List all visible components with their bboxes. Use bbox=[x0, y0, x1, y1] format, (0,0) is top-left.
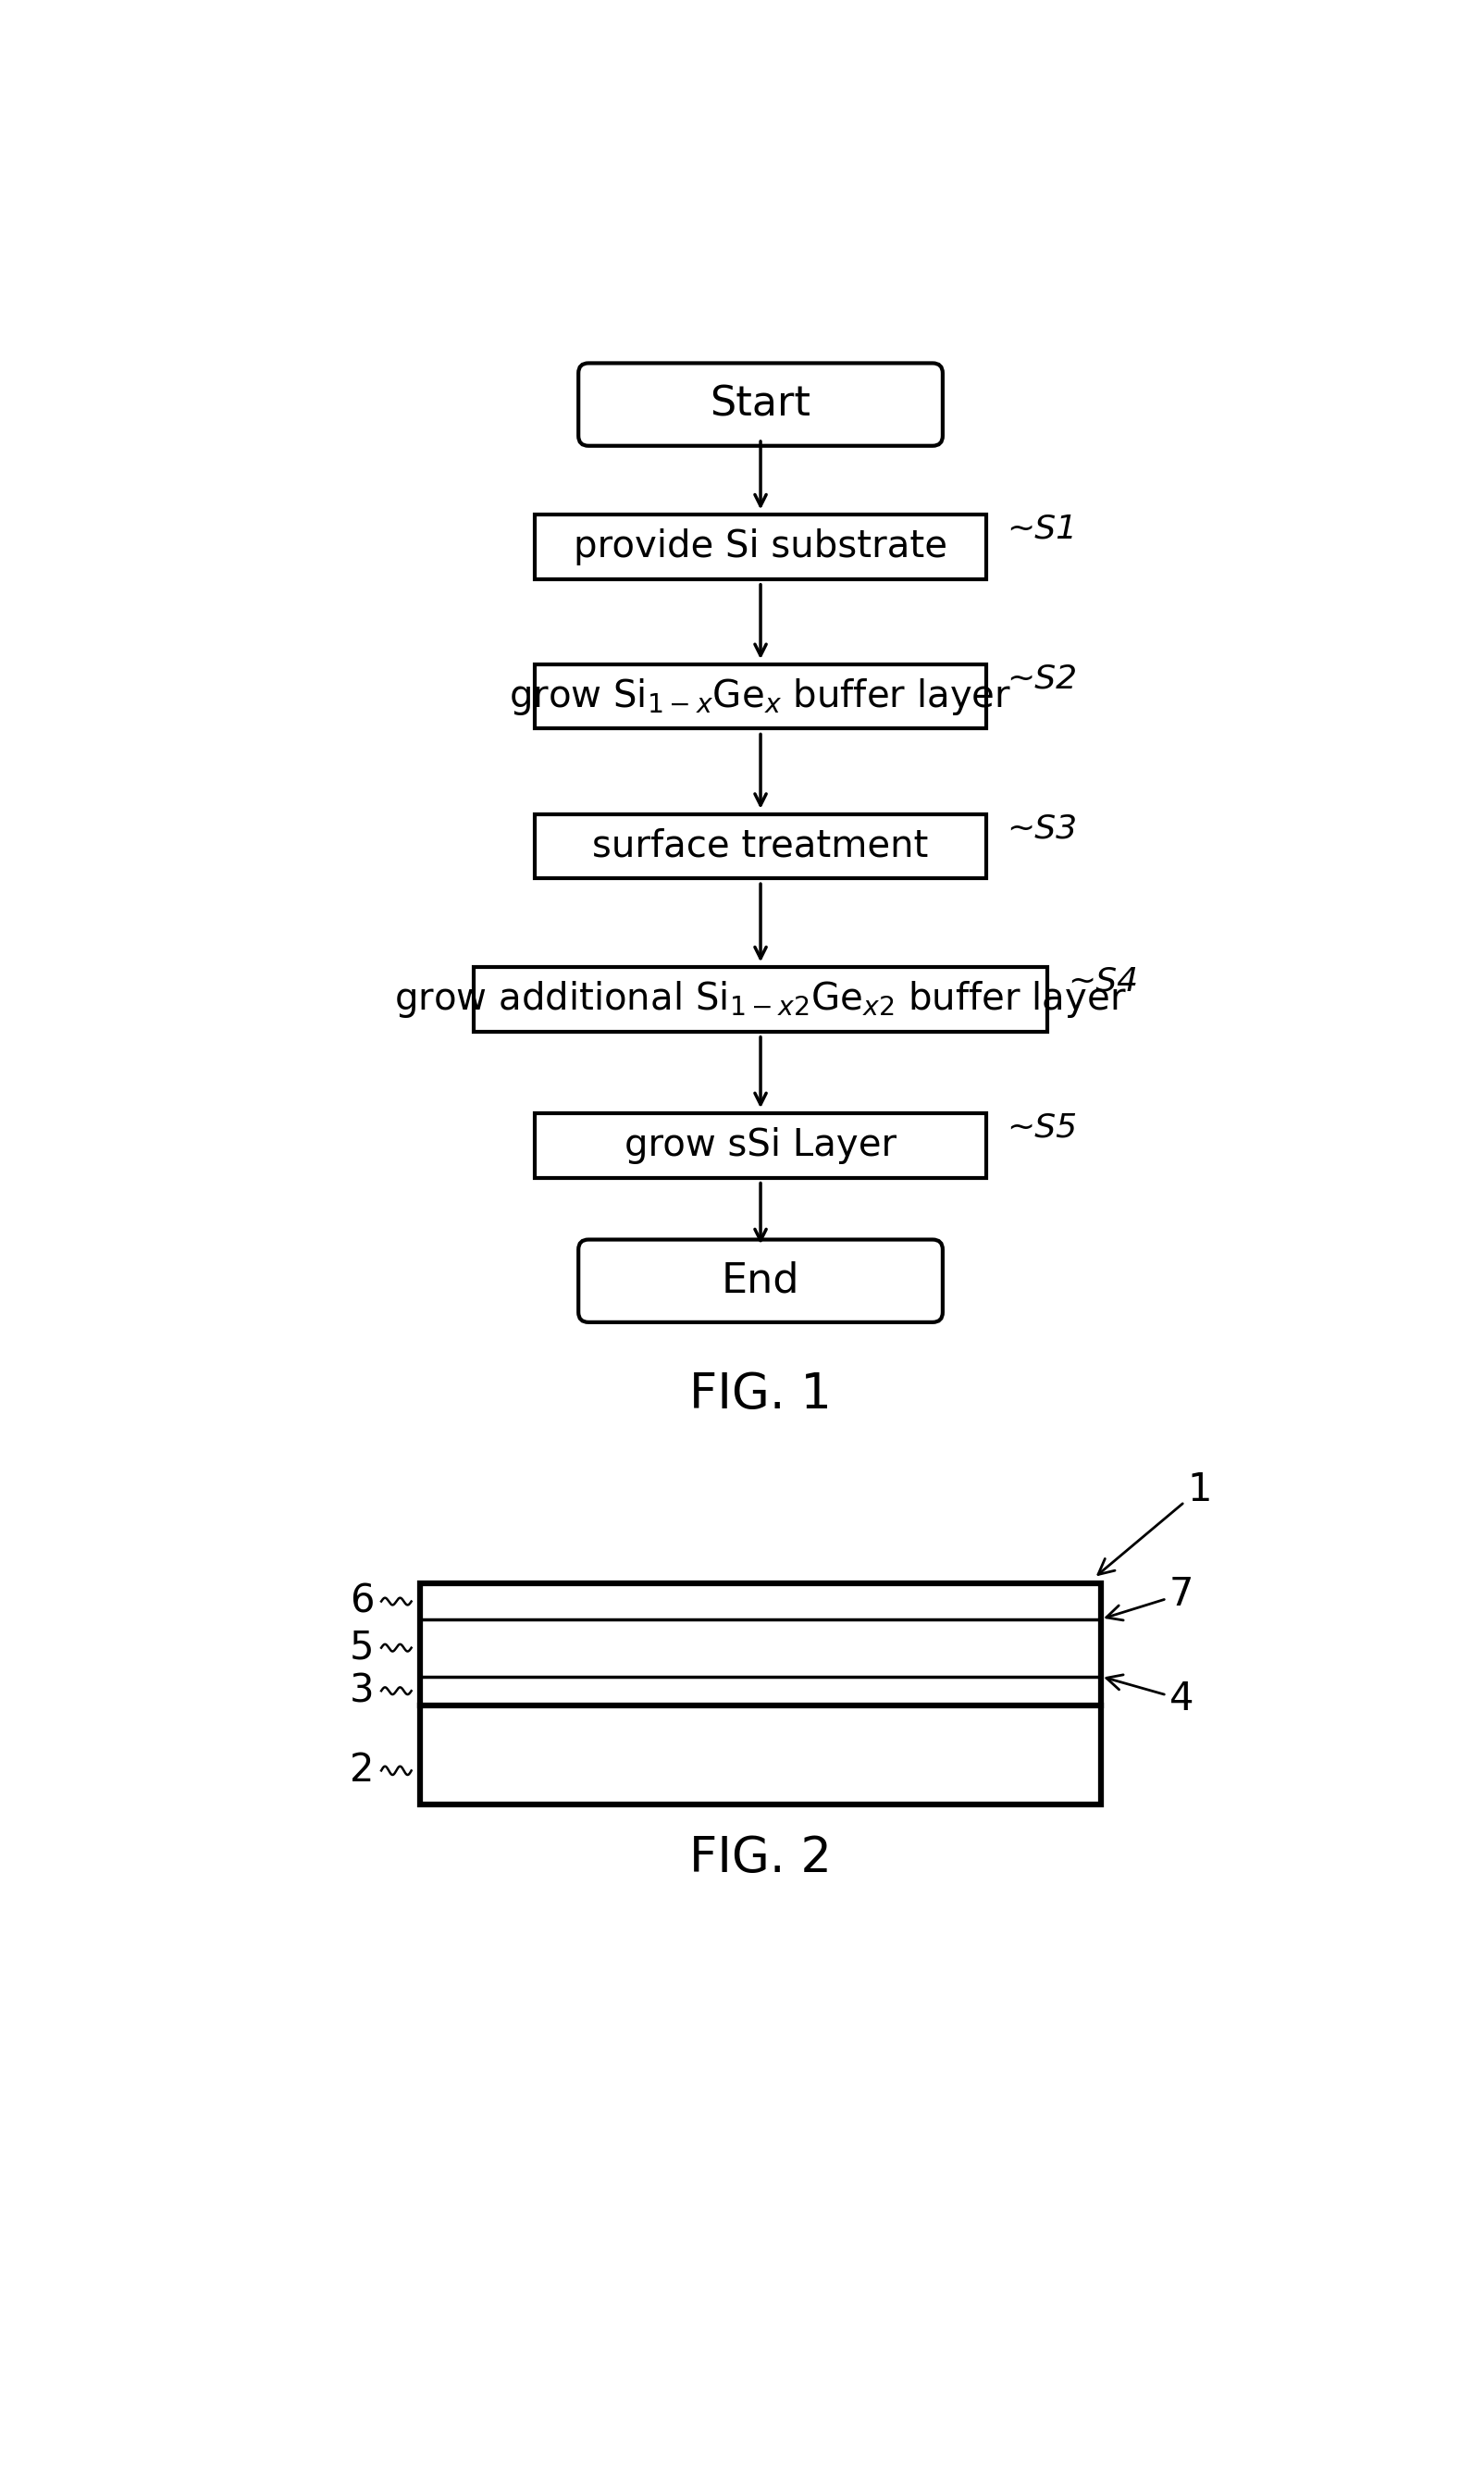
Text: provide Si substrate: provide Si substrate bbox=[574, 528, 947, 565]
Text: Start: Start bbox=[711, 384, 810, 424]
Bar bbox=[473, 967, 1048, 1032]
FancyBboxPatch shape bbox=[579, 1240, 942, 1322]
Text: 7: 7 bbox=[1107, 1575, 1193, 1619]
Bar bbox=[534, 813, 987, 878]
Text: FIG. 1: FIG. 1 bbox=[690, 1371, 831, 1419]
Text: FIG. 2: FIG. 2 bbox=[690, 1835, 831, 1882]
Bar bbox=[534, 1114, 987, 1178]
Text: ~S2: ~S2 bbox=[1006, 662, 1077, 694]
Text: End: End bbox=[721, 1260, 800, 1302]
Text: 6: 6 bbox=[350, 1582, 374, 1622]
FancyBboxPatch shape bbox=[579, 362, 942, 446]
Text: grow sSi Layer: grow sSi Layer bbox=[625, 1126, 896, 1163]
Text: ~S4: ~S4 bbox=[1067, 965, 1138, 997]
Bar bbox=[420, 1585, 1101, 1805]
Bar bbox=[534, 665, 987, 729]
Text: 4: 4 bbox=[1107, 1674, 1193, 1719]
Text: grow additional Si$_{1-x2}$Ge$_{x2}$ buffer layer: grow additional Si$_{1-x2}$Ge$_{x2}$ buf… bbox=[395, 980, 1126, 1019]
Text: 1: 1 bbox=[1098, 1471, 1212, 1575]
Text: 5: 5 bbox=[350, 1629, 374, 1667]
Text: grow Si$_{1-x}$Ge$_x$ buffer layer: grow Si$_{1-x}$Ge$_x$ buffer layer bbox=[509, 677, 1012, 717]
Text: ~S1: ~S1 bbox=[1006, 513, 1077, 546]
Text: 2: 2 bbox=[350, 1751, 374, 1791]
Text: ~S5: ~S5 bbox=[1006, 1111, 1077, 1143]
Text: 3: 3 bbox=[349, 1672, 374, 1711]
Bar bbox=[534, 516, 987, 578]
Text: surface treatment: surface treatment bbox=[592, 828, 929, 866]
Text: ~S3: ~S3 bbox=[1006, 813, 1077, 843]
